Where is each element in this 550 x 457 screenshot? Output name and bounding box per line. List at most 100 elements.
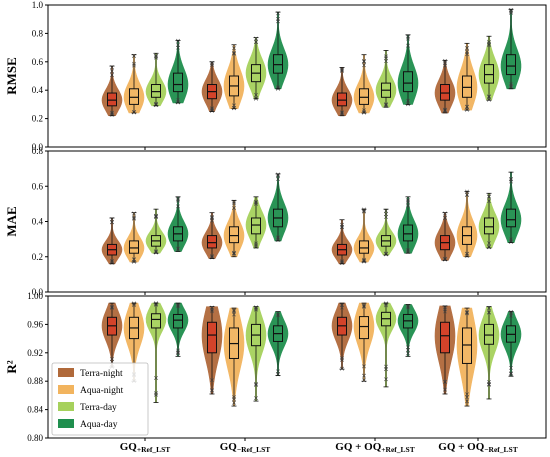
violin-aqua-day-1 <box>267 311 289 377</box>
violin-terra-night-0 <box>101 302 123 369</box>
iqr-box <box>462 75 472 98</box>
violin-terra-day-2 <box>375 208 397 257</box>
iqr-box <box>484 323 494 345</box>
y-axis-label: MAE <box>4 206 19 236</box>
y-tick-label: 0.88 <box>27 376 43 386</box>
iqr-box <box>229 226 239 244</box>
violin-aqua-night-2 <box>353 302 375 383</box>
iqr-box <box>151 84 161 98</box>
violin-terra-night-3 <box>434 305 456 395</box>
iqr-box <box>337 92 347 107</box>
iqr-box <box>403 224 413 242</box>
violin-terra-day-0 <box>145 52 167 108</box>
violin-terra-night-3 <box>434 211 456 262</box>
violin-aqua-night-2 <box>353 207 375 264</box>
y-tick-label: 0.6 <box>32 181 44 191</box>
panel-frame <box>47 4 547 148</box>
violin-aqua-day-1 <box>267 172 289 242</box>
violin-aqua-night-0 <box>123 211 145 264</box>
panel-0: 0.0 0.2 0.4 0.6 0.8 1.0 RMSE <box>4 0 547 152</box>
y-tick-label: 0.80 <box>27 433 43 443</box>
violin-terra-day-0 <box>145 301 167 403</box>
violin-terra-day-3 <box>478 306 500 400</box>
violin-aqua-night-3 <box>456 189 478 258</box>
iqr-box <box>129 88 139 105</box>
legend-swatch-aqua-day <box>58 419 74 428</box>
iqr-box <box>359 316 369 340</box>
iqr-box <box>173 313 183 329</box>
violin-terra-day-1 <box>245 36 267 101</box>
iqr-box <box>403 71 413 93</box>
y-tick-label: 0.0 <box>32 142 44 152</box>
iqr-box <box>107 92 117 107</box>
y-tick-label: 0.8 <box>32 146 44 156</box>
y-tick-label: 1.00 <box>27 291 43 301</box>
violin-terra-night-1 <box>201 61 223 113</box>
iqr-box <box>173 72 183 93</box>
legend-swatch-terra-day <box>58 402 74 411</box>
violin-aqua-night-1 <box>223 44 245 111</box>
y-tick-label: 0.92 <box>27 348 43 358</box>
violin-aqua-night-3 <box>456 307 478 407</box>
violin-terra-day-3 <box>478 192 500 250</box>
y-tick-label: 0.6 <box>32 57 44 67</box>
violin-aqua-night-1 <box>223 307 245 407</box>
iqr-box <box>506 54 516 76</box>
y-tick-label: 0.0 <box>32 287 44 297</box>
legend-swatch-terra-night <box>58 368 74 377</box>
y-axis-label: R² <box>4 360 19 373</box>
panel-2: 0.80 0.84 0.88 0.92 0.96 1.00 R² Terra-night Aqu… <box>4 291 547 443</box>
iqr-box <box>151 313 161 329</box>
y-axis-label: RMSE <box>4 57 19 95</box>
legend-label-terra-night: Terra-night <box>80 369 123 379</box>
panel-frame <box>47 295 547 439</box>
iqr-box <box>251 217 261 235</box>
iqr-box <box>506 208 516 228</box>
x-category-label-0: GQ+Ref_LST <box>120 441 171 454</box>
violin-aqua-day-1 <box>267 11 289 91</box>
violin-aqua-day-0 <box>167 38 189 105</box>
violin-terra-night-0 <box>101 65 123 117</box>
violin-aqua-day-3 <box>500 8 522 90</box>
violin-aqua-day-3 <box>500 171 522 244</box>
iqr-box <box>484 217 494 235</box>
y-tick-label: 0.2 <box>32 252 43 262</box>
legend-frame <box>51 362 149 436</box>
violin-terra-night-1 <box>201 212 223 260</box>
iqr-box <box>273 54 283 74</box>
violin-terra-night-3 <box>434 58 456 114</box>
iqr-box <box>129 240 139 254</box>
violin-terra-night-0 <box>101 217 123 265</box>
y-tick-label: 0.96 <box>27 319 43 329</box>
x-category-label-2: GQ + OQ+Ref_LST <box>335 441 414 454</box>
iqr-box <box>484 64 494 84</box>
violin-terra-night-2 <box>331 219 353 265</box>
violin-terra-day-0 <box>145 208 167 255</box>
y-tick-label: 0.4 <box>32 85 44 95</box>
y-tick-label: 0.84 <box>27 405 43 415</box>
x-category-label-3: GQ + OQ−Ref_LST <box>438 441 517 454</box>
panel-1: 0.0 0.2 0.4 0.6 0.8 MAE <box>4 146 547 297</box>
violin-aqua-night-0 <box>123 53 145 115</box>
violin-aqua-day-2 <box>397 304 419 357</box>
violin-aqua-day-3 <box>500 309 522 377</box>
iqr-box <box>207 235 217 249</box>
legend-label-aqua-day: Aqua-day <box>80 420 118 430</box>
legend-label-aqua-night: Aqua-night <box>80 386 124 396</box>
legend-swatch-aqua-night <box>58 385 74 394</box>
y-tick-label: 1.0 <box>32 0 44 10</box>
violin-aqua-night-3 <box>456 42 478 112</box>
iqr-box <box>440 84 450 101</box>
iqr-box <box>359 88 369 105</box>
iqr-box <box>440 321 450 354</box>
violin-terra-day-3 <box>478 35 500 102</box>
violin-aqua-night-1 <box>223 199 245 258</box>
violin-terra-day-2 <box>375 50 397 108</box>
violin-terra-day-1 <box>245 305 267 402</box>
legend-label-terra-day: Terra-day <box>80 403 117 413</box>
violin-aqua-day-2 <box>397 196 419 254</box>
violin-terra-night-2 <box>331 302 353 371</box>
iqr-box <box>359 240 369 254</box>
y-tick-label: 0.4 <box>32 217 44 227</box>
